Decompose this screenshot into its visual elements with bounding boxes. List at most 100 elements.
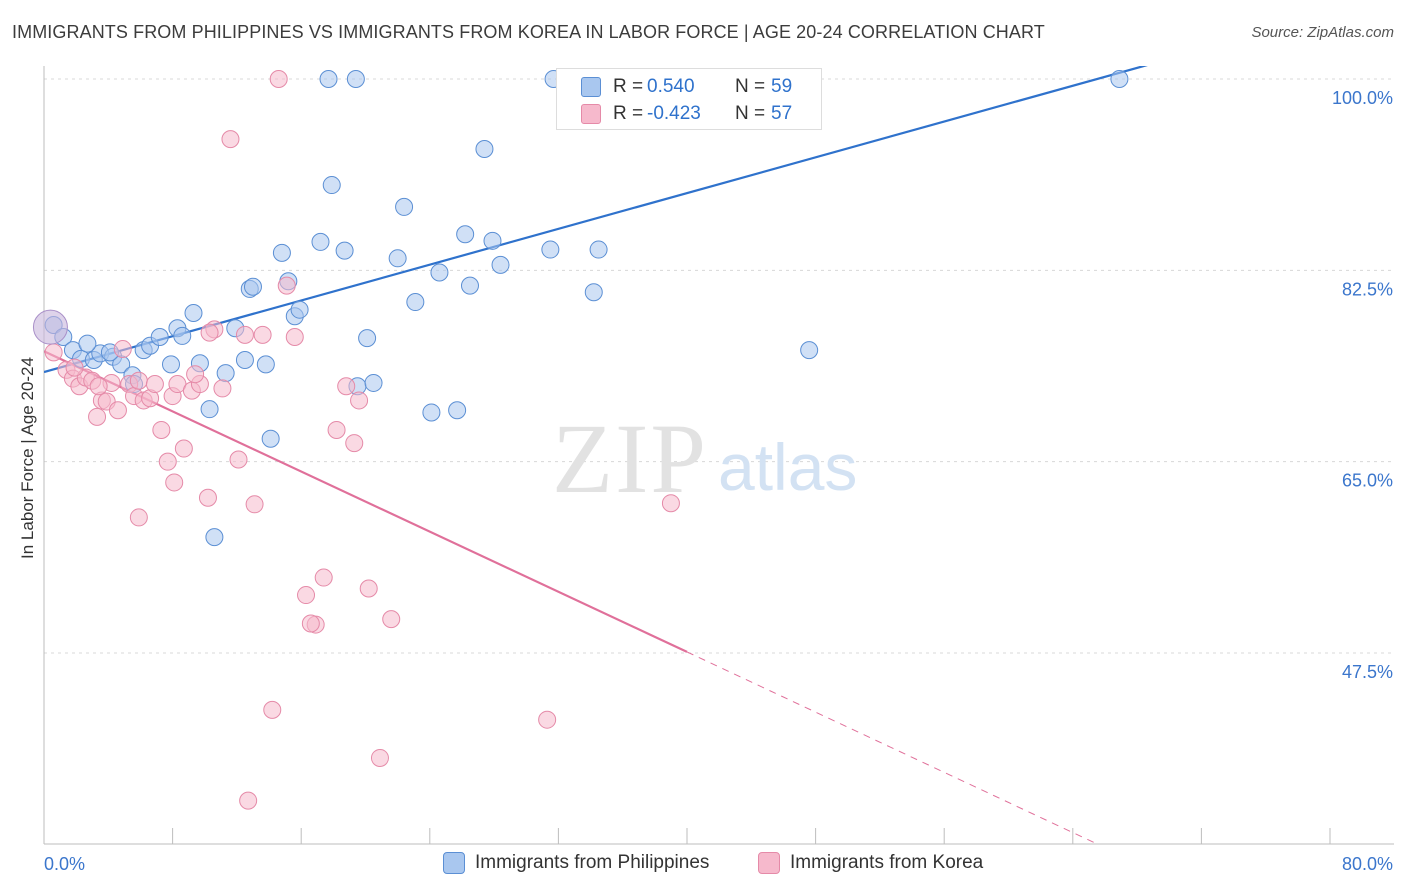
korea-point	[89, 377, 108, 396]
n-label: N =	[735, 103, 766, 124]
legend-item-korea[interactable]: Immigrants from Korea	[758, 852, 983, 874]
korea-point	[229, 450, 248, 469]
philippines-point	[800, 341, 819, 360]
korea-point	[129, 508, 148, 527]
philippines-point	[395, 197, 414, 216]
korea-point	[269, 70, 288, 88]
korea-point	[44, 343, 63, 362]
philippines-trend-line	[44, 66, 1148, 374]
philippines-point	[346, 70, 365, 88]
philippines-swatch	[581, 77, 601, 97]
n-value: 59	[771, 76, 793, 97]
legend-item-philippines[interactable]: Immigrants from Philippines	[443, 852, 709, 874]
korea-point	[158, 452, 177, 471]
philippines-point	[448, 401, 467, 420]
korea-point	[165, 473, 184, 492]
legend-label-korea: Immigrants from Korea	[790, 852, 984, 873]
korea-point	[108, 401, 127, 420]
y-tick-label-3: 47.5%	[1342, 662, 1393, 682]
korea-point	[245, 495, 264, 514]
philippines-point	[456, 225, 475, 244]
korea-point	[382, 610, 401, 629]
korea-trend-line-extension	[686, 651, 1099, 844]
philippines-point	[235, 350, 254, 369]
philippines-point	[256, 355, 275, 374]
korea-point	[301, 614, 320, 633]
korea-point	[186, 365, 205, 384]
korea-point	[350, 391, 369, 410]
korea-point	[314, 568, 333, 587]
x-tick-label-min: 0.0%	[44, 854, 85, 874]
legend-swatch-philippines	[443, 852, 465, 874]
philippines-point	[311, 232, 330, 251]
philippines-point	[161, 355, 180, 374]
korea-point	[198, 488, 217, 507]
r-value: -0.423	[647, 103, 701, 124]
n-value: 57	[771, 103, 793, 124]
philippines-point	[200, 400, 219, 419]
x-tick-label-max: 80.0%	[1342, 854, 1393, 874]
philippines-point	[150, 328, 169, 347]
tick-labels: 100.0% 82.5% 65.0% 47.5% 0.0% 80.0%	[44, 88, 1393, 874]
korea-point	[221, 130, 240, 149]
legend-label-philippines: Immigrants from Philippines	[475, 852, 710, 873]
y-axis-label: In Labor Force | Age 20-24	[18, 357, 37, 559]
philippines-point	[475, 139, 494, 158]
korea-point	[297, 586, 316, 605]
korea-point	[337, 377, 356, 396]
korea-point	[174, 439, 193, 458]
n-label: N =	[735, 76, 766, 97]
korea-point	[538, 710, 557, 729]
korea-point	[661, 494, 680, 513]
korea-point	[327, 420, 346, 439]
korea-point	[152, 420, 171, 439]
korea-point	[370, 748, 389, 767]
philippines-point	[78, 334, 97, 353]
philippines-point	[422, 403, 441, 422]
axes	[43, 66, 1394, 845]
philippines-point	[319, 70, 338, 88]
overlap-cluster-point	[32, 309, 68, 345]
r-label: R =	[613, 103, 644, 124]
philippines-point	[1110, 70, 1129, 88]
legend-swatch-korea	[758, 852, 780, 874]
source-attribution: Source: ZipAtlas.com	[1251, 24, 1394, 41]
y-tick-label-1: 82.5%	[1342, 279, 1393, 299]
philippines-point	[430, 263, 449, 282]
korea-point	[277, 276, 296, 295]
philippines-point	[406, 293, 425, 312]
korea-point	[239, 791, 258, 810]
korea-point	[359, 579, 378, 598]
korea-swatch	[581, 104, 601, 124]
philippines-point	[272, 243, 291, 262]
philippines-point	[205, 528, 224, 547]
y-tick-label-2: 65.0%	[1342, 471, 1393, 491]
korea-point	[145, 375, 164, 394]
korea-point	[65, 358, 84, 377]
philippines-point	[584, 283, 603, 302]
y-tick-label-0: 100.0%	[1332, 88, 1393, 108]
korea-point	[88, 407, 107, 426]
philippines-point	[358, 329, 377, 348]
korea-point	[129, 371, 148, 390]
korea-point	[200, 323, 219, 342]
korea-point	[263, 700, 282, 719]
watermark-zip: ZIP	[552, 403, 708, 514]
philippines-point	[364, 373, 383, 392]
philippines-point	[216, 364, 235, 383]
r-label: R =	[613, 76, 644, 97]
korea-point	[345, 434, 364, 453]
philippines-point	[173, 326, 192, 345]
philippines-point	[322, 176, 341, 195]
philippines-point	[589, 240, 608, 259]
watermark-atlas: atlas	[718, 430, 857, 504]
stats-legend-box: R = 0.540 N = 59 R = -0.423 N = 57	[556, 68, 822, 130]
philippines-point	[261, 429, 280, 448]
data-points	[32, 70, 1129, 810]
korea-point	[113, 340, 132, 359]
philippines-point	[388, 249, 407, 268]
philippines-point	[541, 240, 560, 259]
philippines-point	[460, 276, 479, 295]
series-legend: Immigrants from Philippines Immigrants f…	[0, 852, 1406, 878]
